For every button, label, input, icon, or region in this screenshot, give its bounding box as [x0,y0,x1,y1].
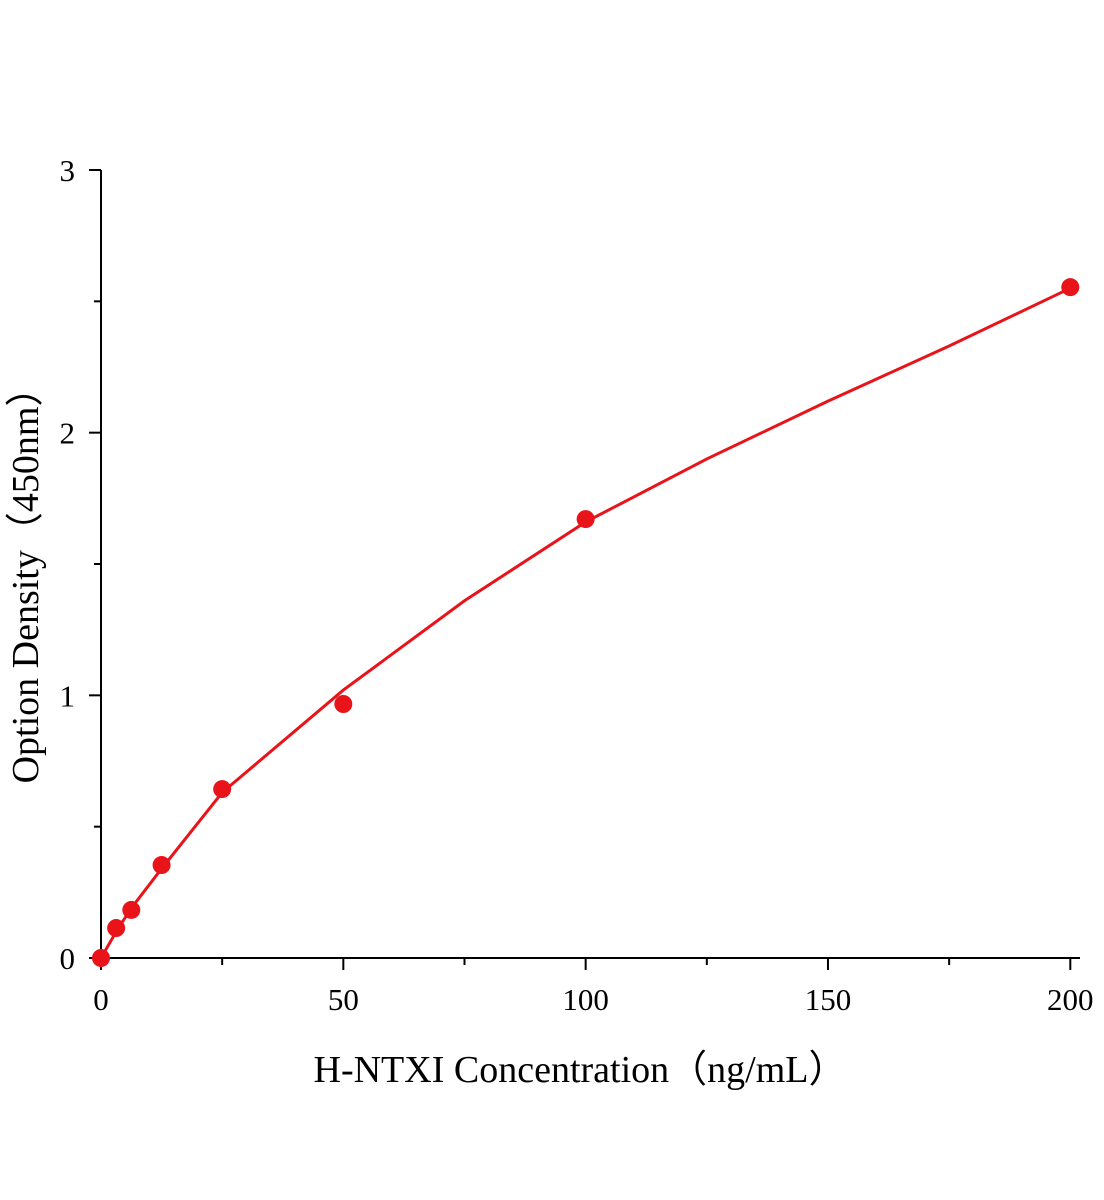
y-tick-label: 1 [60,678,76,713]
x-tick-label: 150 [805,982,852,1017]
fit-curve [99,286,1071,959]
data-point [1061,278,1080,297]
y-tick-label: 0 [60,941,76,976]
data-point [92,949,110,967]
y-tick-label: 2 [60,416,76,451]
y-tick-label: 3 [60,153,76,188]
x-tick-label: 200 [1047,982,1094,1017]
x-tick-label: 100 [562,982,609,1017]
data-point [107,919,126,938]
x-axis-label: H-NTXI Concentration（ng/mL） [314,1049,847,1091]
x-tick-label: 0 [93,982,109,1017]
y-axis-label: Option Density（450nm） [5,369,47,784]
data-point [122,900,141,919]
data-point [334,695,353,714]
x-tick-label: 50 [328,982,359,1017]
data-point [576,510,595,529]
data-point [213,780,232,799]
data-point [152,856,171,875]
